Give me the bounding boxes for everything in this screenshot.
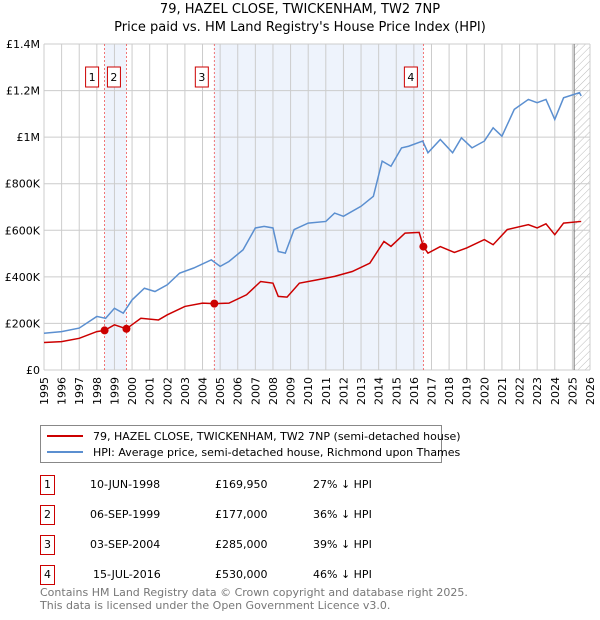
x-tick-label: 2013	[355, 377, 368, 405]
series-line	[43, 91, 582, 334]
chart-subtitle: Price paid vs. HM Land Registry's House …	[114, 20, 486, 35]
x-tick-label: 2023	[531, 377, 544, 405]
sale-number-box	[194, 66, 209, 88]
x-tick-label: 2005	[214, 377, 227, 405]
chart-title: 79, HAZEL CLOSE, TWICKENHAM, TW2 7NP	[159, 2, 441, 17]
x-tick-label: 2022	[514, 377, 527, 405]
y-tick-label: £1M	[17, 131, 41, 144]
x-tick-label: 1998	[91, 377, 104, 405]
x-tick-label: 2025	[566, 377, 579, 405]
x-tick-label: 2008	[267, 377, 280, 405]
sale-date: 03-SEP-2004	[90, 538, 161, 551]
x-tick-label: 2003	[179, 377, 192, 405]
sale-number: 1	[89, 71, 96, 84]
x-tick-label: 2006	[232, 377, 245, 405]
sale-hpi-diff: 27% ↓ HPI	[313, 478, 372, 491]
sale-point	[419, 242, 428, 251]
sale-number-badge: 2	[40, 505, 55, 525]
x-tick-label: 2019	[461, 377, 474, 405]
forecast-hatch	[574, 44, 590, 370]
y-tick-label: £0	[26, 364, 40, 377]
footer-line: Contains HM Land Registry data © Crown c…	[40, 586, 468, 599]
x-tick-label: 2001	[144, 377, 157, 405]
x-tick-label: 2016	[408, 377, 421, 405]
legend-swatch	[47, 435, 83, 437]
sale-number: 4	[407, 71, 414, 84]
sale-number: 2	[110, 71, 117, 84]
sale-point	[122, 324, 131, 333]
x-tick-label: 2009	[285, 377, 298, 405]
x-tick-label: 2018	[443, 377, 456, 405]
shaded-period	[104, 44, 127, 370]
x-tick-label: 2026	[584, 377, 597, 405]
legend-label: HPI: Average price, semi-detached house,…	[93, 445, 461, 459]
legend: 79, HAZEL CLOSE, TWICKENHAM, TW2 7NP (se…	[40, 425, 461, 463]
sale-hpi-diff: 36% ↓ HPI	[313, 508, 372, 521]
footer-line: This data is licensed under the Open Gov…	[40, 599, 391, 612]
y-tick-label: £1.2M	[6, 85, 40, 98]
x-tick-label: 2002	[161, 377, 174, 405]
x-tick-label: 2007	[249, 377, 262, 405]
sale-row: 4 15-JUL-2016 £530,000 46% ↓ HPI	[40, 565, 540, 585]
x-tick-label: 2014	[373, 377, 386, 405]
sale-number-box	[403, 66, 418, 88]
sale-date: 06-SEP-1999	[90, 508, 161, 521]
sale-date: 15-JUL-2016	[93, 568, 161, 581]
x-tick-label: 2004	[197, 377, 210, 405]
sale-number: 3	[198, 71, 205, 84]
sale-price: £169,950	[215, 478, 268, 491]
sale-number-box	[106, 66, 121, 88]
legend-item-property: 79, HAZEL CLOSE, TWICKENHAM, TW2 7NP (se…	[47, 428, 461, 444]
x-tick-label: 2020	[478, 377, 491, 405]
y-tick-label: £400K	[5, 271, 41, 284]
legend-swatch	[47, 451, 83, 453]
sale-point	[100, 326, 109, 335]
shaded-period	[214, 44, 424, 370]
x-tick-label: 2010	[302, 377, 315, 405]
legend-item-hpi: HPI: Average price, semi-detached house,…	[47, 444, 460, 460]
footer: Contains HM Land Registry data © Crown c…	[40, 586, 468, 612]
x-tick-label: 1996	[56, 377, 69, 405]
y-tick-label: £600K	[5, 224, 41, 237]
sale-row: 3 03-SEP-2004 £285,000 39% ↓ HPI	[40, 535, 540, 555]
x-tick-label: 2000	[126, 377, 139, 405]
x-tick-label: 2024	[549, 377, 562, 405]
sale-row: 1 10-JUN-1998 £169,950 27% ↓ HPI	[40, 475, 540, 495]
x-tick-label: 1997	[73, 377, 86, 405]
sale-price: £285,000	[215, 538, 268, 551]
sale-hpi-diff: 46% ↓ HPI	[313, 568, 372, 581]
x-tick-label: 2017	[425, 377, 438, 405]
y-tick-label: £1.4M	[6, 38, 40, 51]
x-tick-label: 2015	[390, 377, 403, 405]
x-tick-label: 2021	[496, 377, 509, 405]
sale-number-badge: 1	[40, 475, 55, 495]
legend-label: 79, HAZEL CLOSE, TWICKENHAM, TW2 7NP (se…	[93, 429, 461, 443]
y-tick-label: £200K	[5, 317, 41, 330]
x-tick-label: 2011	[320, 377, 333, 405]
sale-number-badge: 4	[40, 565, 55, 585]
y-tick-label: £800K	[5, 178, 41, 191]
sale-number-box	[85, 66, 100, 88]
sale-number-badge: 3	[40, 535, 55, 555]
x-tick-label: 1999	[108, 377, 121, 405]
series-line	[43, 220, 582, 344]
sale-price: £530,000	[215, 568, 268, 581]
price-chart: 1995 1996 1997 1998 1999 2000 2001 2002 2003 2004…	[5, 38, 597, 405]
x-tick-label: 1995	[38, 377, 51, 405]
sale-point	[210, 299, 219, 308]
sale-row: 2 06-SEP-1999 £177,000 36% ↓ HPI	[40, 505, 540, 525]
sale-date: 10-JUN-1998	[90, 478, 161, 491]
sale-hpi-diff: 39% ↓ HPI	[313, 538, 372, 551]
x-tick-label: 2012	[337, 377, 350, 405]
sale-price: £177,000	[215, 508, 268, 521]
